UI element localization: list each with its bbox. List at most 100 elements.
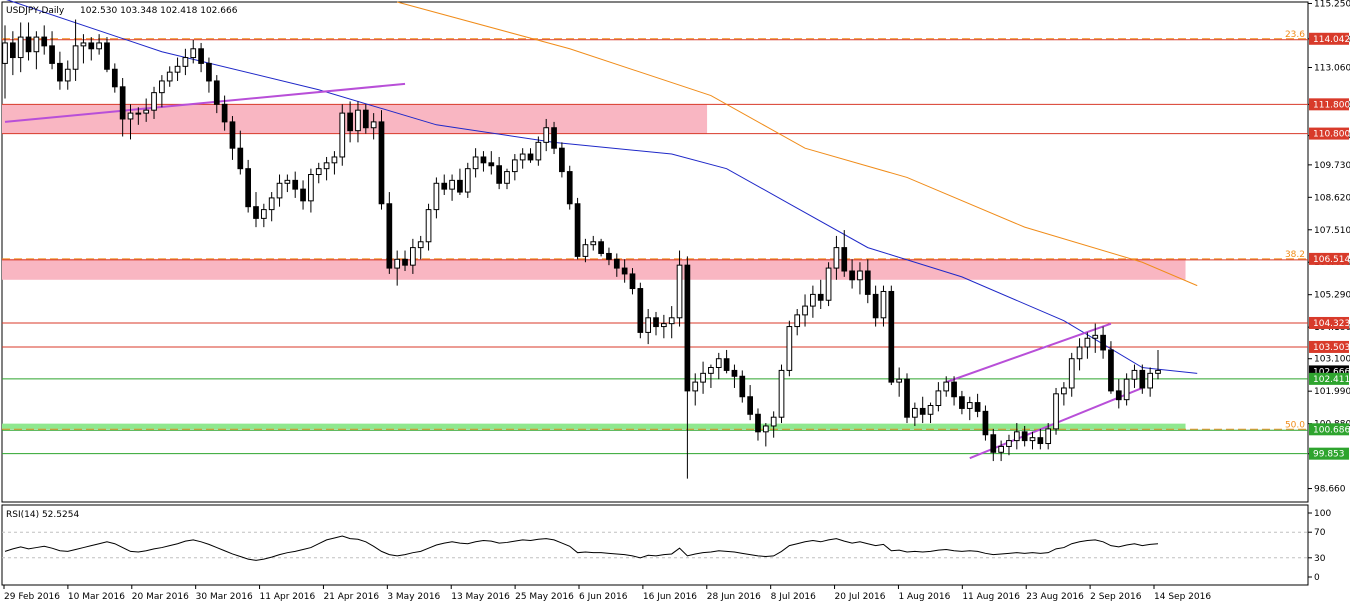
candle-body [684,264,691,392]
candle [590,235,597,251]
candle [496,156,502,190]
candle-body [9,42,16,59]
date-tick-label: 11 Aug 2016 [962,592,1020,602]
candle [747,385,753,421]
candle-body [331,156,338,164]
candle-body [127,112,134,120]
candle-body [817,293,824,301]
candle-body [519,153,526,161]
candle [1021,425,1028,447]
fib-label-8: 50.0 [1285,420,1305,430]
candle-body [151,92,157,111]
main-plot-frame [1,1,1309,503]
candle-body [449,179,455,190]
candle [300,180,306,210]
candle [943,376,950,397]
candle [872,285,879,327]
candle [213,75,220,114]
candle [770,411,777,438]
candle-body [143,109,150,114]
rsi-label: RSI(14) 52.5254 [6,510,79,520]
candle-body [966,402,973,409]
candle [888,285,895,386]
candle-body [268,197,275,211]
chart-ohlc: 102.530 103.348 102.418 102.666 [80,6,238,16]
candle [911,402,918,426]
candle-body [1131,369,1138,380]
candle-body [708,366,714,374]
candle-body [49,45,55,64]
candle [237,130,244,175]
candle [386,192,393,274]
candle-body [637,288,644,333]
candle [362,104,369,134]
candle-body [213,80,220,105]
candle-body [582,244,589,257]
candle [9,31,16,76]
candle [2,25,8,99]
levels [2,38,1308,455]
candle-body [488,162,495,167]
candle [519,148,526,169]
candle-body [1013,431,1020,442]
level-tag-bg [1309,127,1349,140]
candle-body [606,252,612,260]
candle-body [1037,437,1044,445]
level-tag-label: 103.503 [1313,343,1350,353]
price-tick-label: 105.290 [1314,291,1350,301]
candle [1029,431,1036,450]
date-tick-label: 11 Apr 2016 [260,592,316,602]
candle-body [723,358,730,371]
candle-body [119,86,126,120]
candle [1155,349,1161,380]
zones [2,104,1186,430]
candle [378,110,385,210]
candle [802,294,808,327]
level-tag-label: 111.800 [1313,100,1350,110]
candle-body [896,378,903,383]
candle-body [410,247,416,266]
candle-body [810,293,816,307]
candle [653,311,659,336]
candle [731,364,738,388]
candle-body [1061,387,1067,395]
candle-body [1139,369,1146,389]
candle [904,373,910,424]
candle-body [355,109,361,132]
candle-body [457,179,463,193]
candle [1076,338,1083,371]
candle-body [229,121,236,149]
candle [527,148,534,163]
date-tick-label: 1 Aug 2016 [898,592,950,602]
rsi-tick-label: 70 [1314,528,1326,538]
candle [645,309,652,345]
level-tag-bg [1309,447,1349,460]
rsi-tick-label: 30 [1314,554,1326,564]
candle-body [402,258,408,266]
candle [111,63,118,93]
candle-body [613,258,620,269]
candle [982,405,989,441]
level-tag-label: 106.514 [1313,255,1350,265]
level-tag-bg [1309,372,1349,385]
candle [1092,323,1099,353]
candle-body [1006,440,1012,447]
candle-body [857,270,863,281]
candle [449,174,455,201]
price-tick-label: 98.660 [1314,485,1346,495]
candle [347,101,353,143]
candle-body [159,80,165,94]
candle [339,104,346,166]
candle [661,314,667,339]
candle-body [715,358,722,368]
candle-body [535,141,542,161]
candle [441,174,448,195]
overlay-ma-blue [6,0,1198,374]
candle-body [1108,349,1114,392]
candle-body [511,159,518,173]
candle [1084,332,1091,359]
candle-body [111,68,118,88]
candle-body [770,416,777,427]
candle [598,238,604,257]
